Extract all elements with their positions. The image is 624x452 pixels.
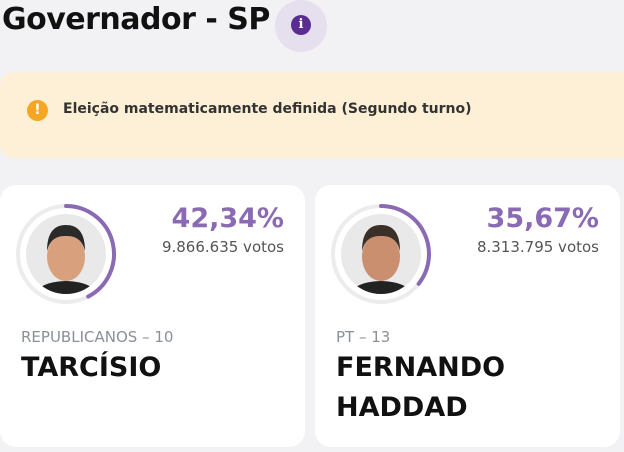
hair	[47, 225, 85, 251]
party: REPUBLICANOS – 10	[21, 328, 174, 346]
percent-arc	[379, 204, 431, 286]
party: PT – 13	[336, 328, 391, 346]
avatar	[331, 204, 431, 304]
face	[47, 233, 85, 281]
votes: 8.313.795 votos	[476, 238, 599, 256]
candidate-name: TARCÍSIO	[21, 352, 162, 383]
photo	[26, 214, 106, 294]
percent: 35,67%	[486, 203, 599, 234]
candidate-name: FERNANDO HADDAD	[336, 352, 506, 423]
percent: 42,34%	[171, 203, 284, 234]
banner-text: Eleição matematicamente definida (Segund…	[63, 101, 472, 117]
body	[347, 281, 415, 294]
page-title: Governador - SP	[2, 2, 270, 37]
warning-icon: !	[27, 100, 48, 121]
percent-arc	[64, 204, 116, 299]
avatar	[16, 204, 116, 304]
body	[32, 281, 100, 294]
votes: 9.866.635 votos	[161, 238, 284, 256]
banner	[0, 72, 624, 158]
face	[362, 233, 400, 281]
info-icon[interactable]: i	[291, 15, 311, 35]
hair	[362, 225, 400, 251]
photo	[341, 214, 421, 294]
